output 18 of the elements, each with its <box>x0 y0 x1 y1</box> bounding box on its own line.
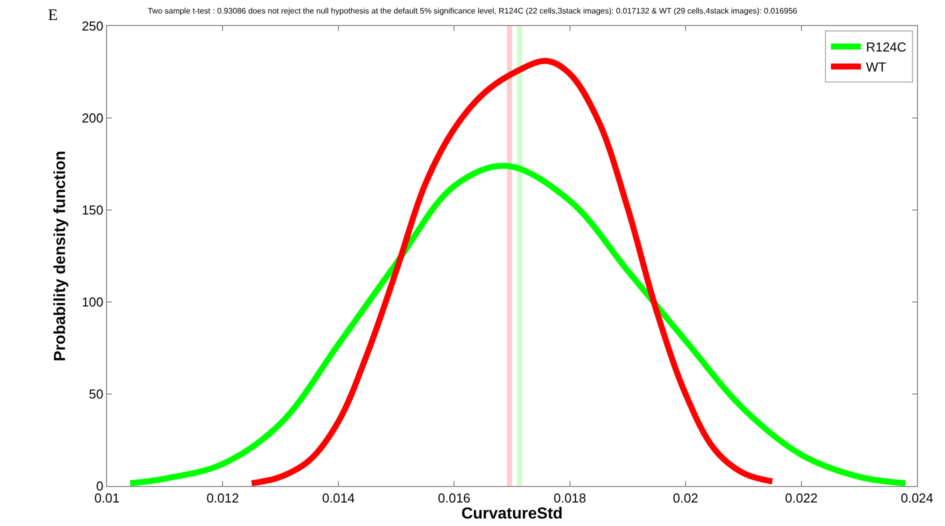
x-tick-label: 0.016 <box>438 490 470 506</box>
x-tick-label: 0.014 <box>322 490 355 506</box>
x-axis-title: CurvatureStd <box>461 506 563 523</box>
y-tick-label: 200 <box>82 110 104 126</box>
y-tick-label: 50 <box>88 386 104 402</box>
x-tick-label: 0.024 <box>900 490 934 506</box>
y-axis-title: Probability density function <box>52 150 69 362</box>
legend-label: R124C <box>866 40 906 55</box>
x-tick-label: 0.022 <box>785 490 818 506</box>
legend-label: WT <box>866 60 886 75</box>
y-tick-label: 150 <box>82 202 104 218</box>
x-tick-label: 0.018 <box>554 490 586 506</box>
x-tick-label: 0.012 <box>206 490 239 506</box>
text: E <box>48 7 58 24</box>
y-tick-label: 100 <box>82 294 104 310</box>
x-tick-label: 0.02 <box>672 490 698 506</box>
y-tick-label: 250 <box>82 18 104 34</box>
chart-title: Two sample t-test : 0.93086 does not reject the null hypothesis at the default 5% significance level, R124C (22 cells,3stack images): 0.017132 & WT (29 cells,4stack images): 0.016956 <box>148 6 798 16</box>
